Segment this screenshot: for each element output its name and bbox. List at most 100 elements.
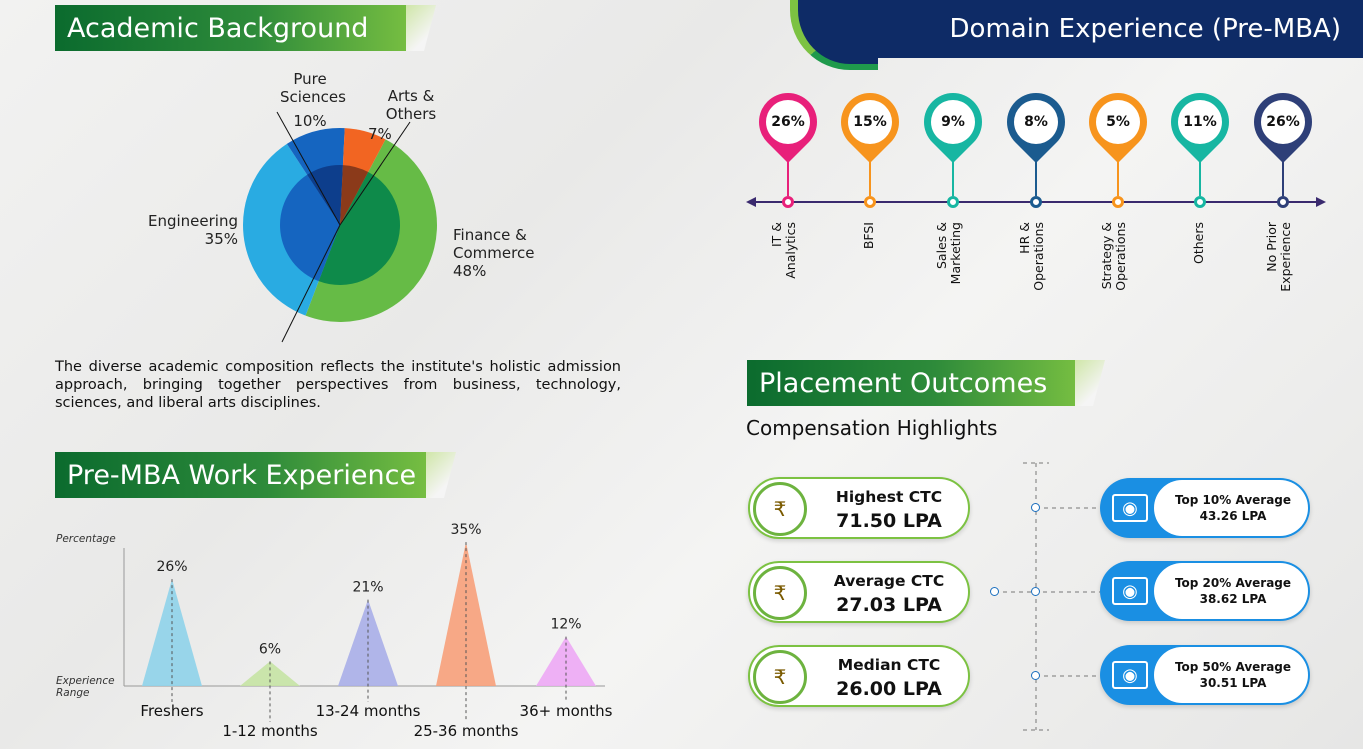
domain-label: BFSI: [861, 222, 876, 250]
domain-label-line-2: Operations: [1031, 222, 1046, 291]
pie-label-finance-value: 48%: [453, 262, 487, 280]
ctc-card: ₹ Average CTC 27.03 LPA: [748, 561, 970, 623]
top-average-value: 43.26 LPA: [1199, 509, 1267, 523]
top-average-value: 30.51 LPA: [1199, 676, 1267, 690]
domain-label: Sales & Marketing: [934, 222, 963, 284]
work-bar: [436, 542, 496, 686]
domain-timeline-dot: [782, 196, 794, 208]
placement-subtitle: Compensation Highlights: [746, 416, 998, 440]
placement-title: Placement Outcomes: [759, 367, 1048, 399]
banknote-icon: ◉: [1112, 577, 1148, 605]
domain-label-line-1: Others: [1191, 222, 1206, 265]
domain-label-line-1: Strategy &: [1099, 222, 1114, 290]
rupee-hand-icon: ₹: [753, 650, 807, 704]
domain-banner: Domain Experience (Pre-MBA): [790, 0, 1363, 70]
top-card-body: [1154, 563, 1308, 619]
work-bar-value: 21%: [352, 580, 383, 596]
domain-timeline-dot: [1030, 196, 1042, 208]
domain-pin-stem: [1117, 150, 1119, 196]
domain-label: IT & Analytics: [769, 222, 798, 279]
domain-pin-value: 5%: [1096, 100, 1140, 144]
banner-fold: [406, 5, 436, 51]
pie-label-arts: Arts & Others 7%: [368, 87, 446, 143]
domain-pin-value: 26%: [766, 100, 810, 144]
work-xlabel: Experience Range: [56, 675, 115, 699]
work-bar-value: 26%: [156, 559, 187, 575]
work-ylabel: Percentage: [56, 533, 116, 545]
domain-title: Domain Experience (Pre-MBA): [949, 14, 1341, 44]
connector-dot: [990, 587, 999, 596]
pie-label-engineering-value: 35%: [204, 230, 238, 248]
academic-pie-chart: [243, 111, 438, 343]
pie-inner-slice-arts: [340, 165, 369, 225]
top-average-card: ◉ Top 20% Average 38.62 LPA: [1100, 561, 1310, 621]
domain-pin-stem: [1199, 150, 1201, 196]
ctc-card: ₹ Highest CTC 71.50 LPA: [748, 477, 970, 539]
ctc-title: Average CTC: [833, 572, 945, 590]
work-category-label: Freshers: [140, 702, 203, 720]
work-bar-value: 35%: [450, 522, 481, 538]
pie-inner-slice-finance: [318, 172, 400, 285]
domain-timeline-dot: [1194, 196, 1206, 208]
domain-label: Others: [1191, 222, 1206, 265]
pie-label-arts-name: Arts & Others: [385, 87, 437, 123]
work-bar-value: 12%: [550, 617, 581, 633]
top-card-body: [1154, 647, 1308, 703]
domain-timeline-dot: [1112, 196, 1124, 208]
domain-timeline-dot: [947, 196, 959, 208]
timeline-arrow-left: [746, 197, 756, 207]
domain-pin-value: 9%: [931, 100, 975, 144]
pie-label-finance-name: Finance & Commerce: [453, 226, 535, 262]
pie-leader-arts: [339, 121, 411, 226]
domain-label-line-1: IT &: [769, 222, 784, 248]
top-average-value: 38.62 LPA: [1199, 592, 1267, 606]
domain-pin-stem: [1282, 150, 1284, 196]
work-experience-chart: 26% Freshers 6% 1-12 months 21% 13-24 months 3…: [123, 522, 613, 740]
pie-leader-engineering: [281, 224, 341, 343]
work-experience-banner: Pre-MBA Work Experience: [55, 452, 456, 498]
academic-title: Academic Background: [67, 12, 369, 44]
domain-label: HR & Operations: [1017, 222, 1046, 291]
pie-label-finance: Finance & Commerce 48%: [453, 226, 553, 280]
domain-pin-value: 11%: [1178, 100, 1222, 144]
pie-label-engineering-name: Engineering: [148, 212, 238, 230]
banner-fold: [1075, 360, 1105, 406]
placement-connectors: [995, 462, 1100, 731]
domain-pin-value: 8%: [1014, 100, 1058, 144]
pie-label-pure-sciences-value: 10%: [293, 112, 327, 130]
banknote-icon: ◉: [1112, 661, 1148, 689]
placement-banner: Placement Outcomes: [747, 360, 1105, 406]
ctc-title: Highest CTC: [835, 488, 943, 506]
ctc-card: ₹ Median CTC 26.00 LPA: [748, 645, 970, 707]
domain-pin-value: 15%: [848, 100, 892, 144]
ctc-value: 26.00 LPA: [836, 678, 942, 700]
connector-dot: [1031, 503, 1040, 512]
top-average-title: Top 10% Average: [1174, 493, 1292, 507]
domain-label-line-2: Experience: [1278, 222, 1293, 292]
domain-label-line-1: BFSI: [861, 222, 876, 250]
pie-inner-slice-pure-sciences: [307, 165, 343, 225]
connector-dot: [1031, 587, 1040, 596]
work-experience-title: Pre-MBA Work Experience: [67, 459, 417, 491]
work-category-label: 36+ months: [520, 702, 613, 720]
timeline-arrow-right: [1316, 197, 1326, 207]
top-average-title: Top 20% Average: [1174, 576, 1292, 590]
domain-label: Strategy & Operations: [1099, 222, 1128, 291]
domain-label-line-2: Analytics: [783, 222, 798, 279]
top-average-card: ◉ Top 10% Average 43.26 LPA: [1100, 478, 1310, 538]
rupee-hand-icon: ₹: [753, 482, 807, 536]
rupee-hand-icon: ₹: [753, 566, 807, 620]
academic-description: The diverse academic composition reflect…: [55, 359, 621, 411]
work-bar: [142, 579, 202, 686]
domain-timeline-dot: [864, 196, 876, 208]
academic-banner: Academic Background: [55, 5, 436, 51]
ctc-value: 71.50 LPA: [836, 510, 942, 532]
domain-pin-stem: [952, 150, 954, 196]
pie-leader-pure-sciences: [276, 111, 341, 226]
top-average-card: ◉ Top 50% Average 30.51 LPA: [1100, 645, 1310, 705]
top-card-body: [1154, 480, 1308, 536]
banknote-icon: ◉: [1112, 494, 1148, 522]
work-category-label: 1-12 months: [222, 722, 317, 740]
domain-label-line-1: No Prior: [1264, 222, 1279, 272]
domain-label: No Prior Experience: [1264, 222, 1293, 292]
